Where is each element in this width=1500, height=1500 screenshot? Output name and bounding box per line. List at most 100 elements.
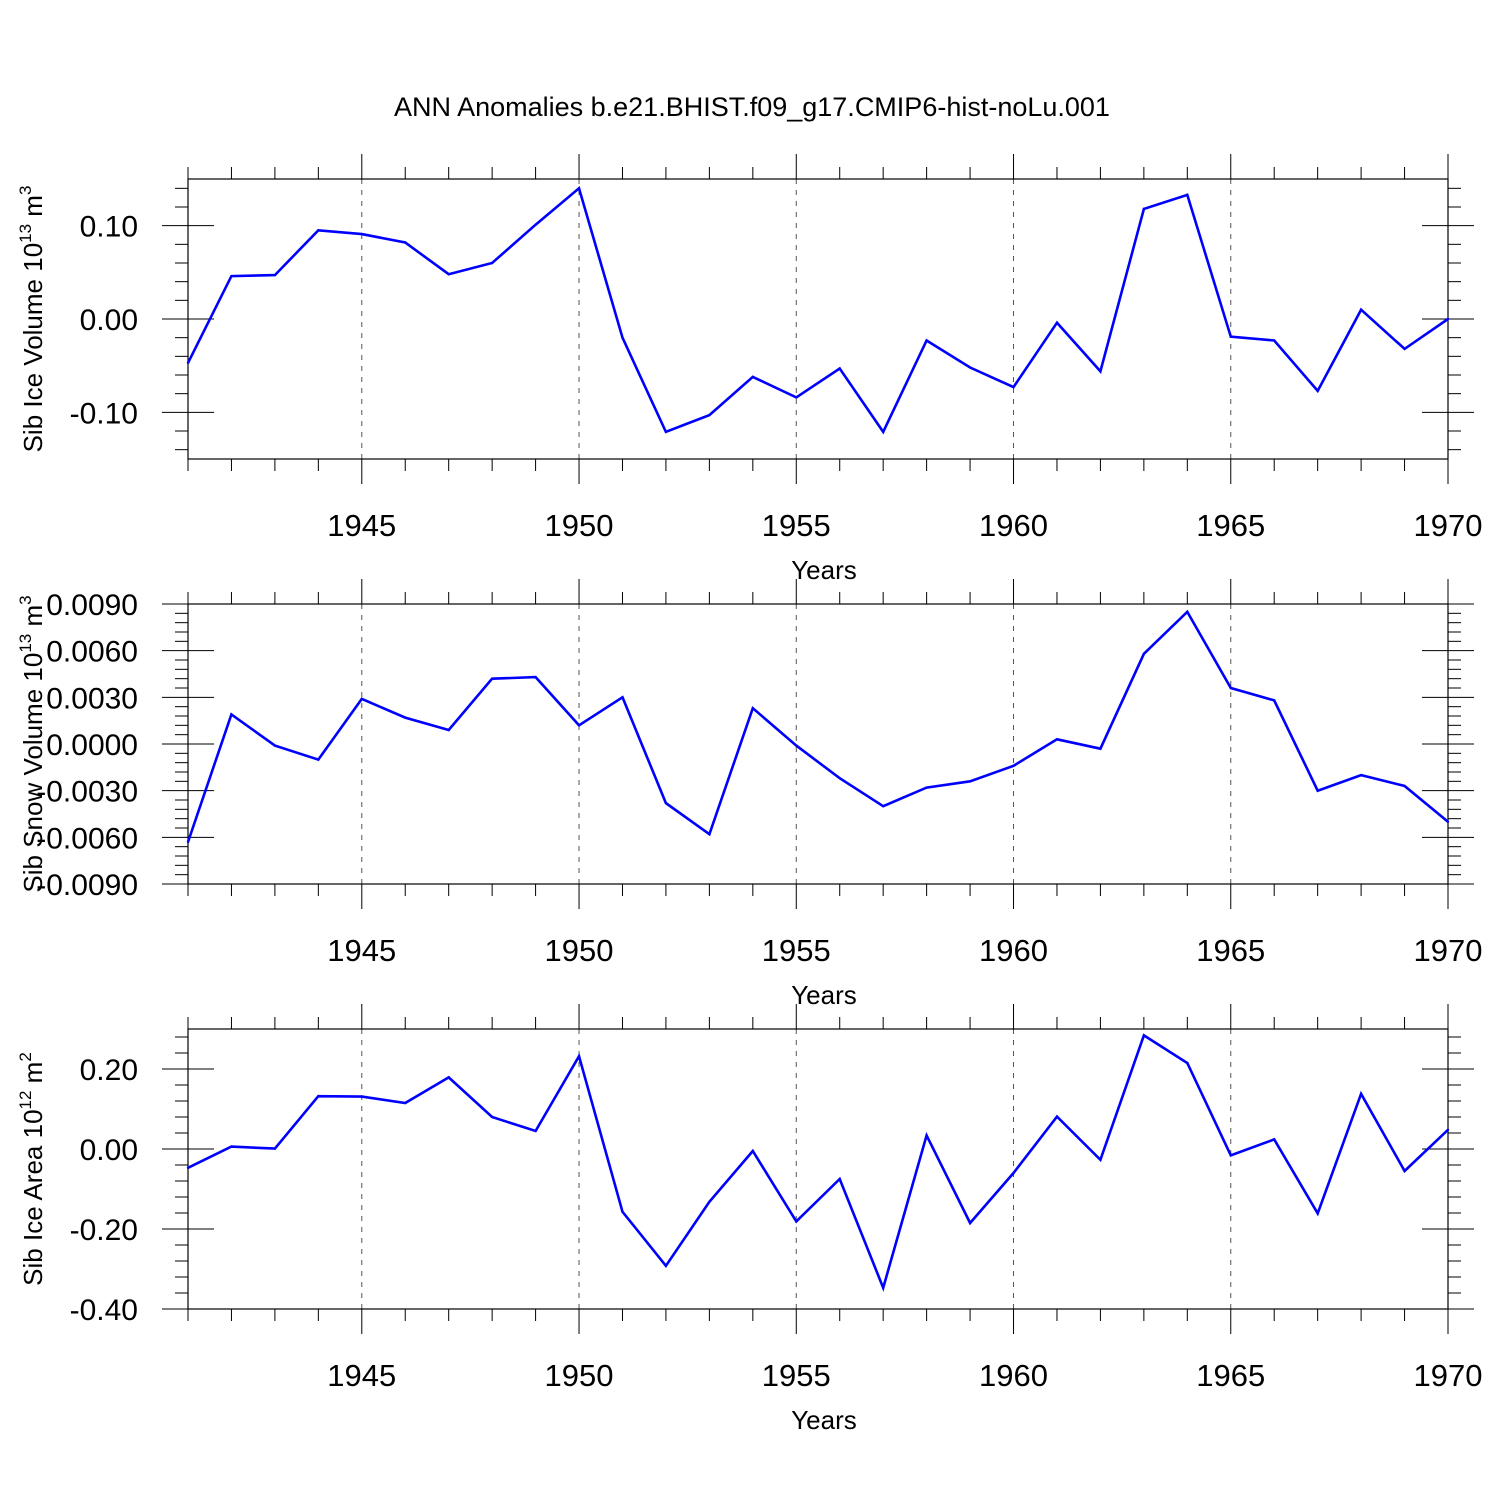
y-axis-title-text: Sib Snow Volume 10: [18, 653, 48, 893]
data-point: [708, 413, 711, 417]
plot-frame: [187, 178, 1449, 460]
data-point: [838, 367, 841, 370]
data-point: [881, 1286, 885, 1290]
x-tick-label: 1955: [762, 1358, 831, 1393]
data-point: [1012, 1171, 1015, 1175]
y-axis-title-unit: m: [18, 1062, 48, 1091]
data-point: [447, 273, 450, 276]
data-point: [1273, 339, 1276, 342]
data-point: [621, 1210, 624, 1214]
data-point: [317, 758, 320, 761]
data-point: [795, 744, 798, 747]
x-tick-label: 1970: [1414, 508, 1483, 543]
data-point: [1359, 308, 1363, 311]
data-point: [1099, 1158, 1102, 1162]
x-tick-label: 1945: [327, 933, 396, 968]
y-tick-label: 0.00: [80, 1134, 138, 1167]
series-line: [186, 609, 1449, 843]
data-point: [490, 261, 494, 265]
data-point: [360, 697, 363, 701]
y-axis-title-exponent: 12: [16, 1091, 35, 1110]
y-tick-label: 0.00: [80, 304, 138, 337]
y-tick-label: -0.0060: [36, 822, 138, 855]
data-point: [1403, 347, 1406, 351]
y-axis-title-text: Sib Ice Volume 10: [18, 243, 48, 453]
data-point: [1055, 321, 1059, 324]
data-point: [230, 274, 233, 278]
data-point: [317, 1095, 320, 1098]
data-point: [708, 833, 711, 836]
data-point: [1403, 784, 1406, 788]
y-tick-label: -0.0090: [36, 869, 138, 902]
data-point: [621, 696, 624, 699]
data-point: [1273, 699, 1276, 702]
x-tick-label: 1965: [1196, 933, 1265, 968]
x-tick-label: 1945: [327, 508, 396, 543]
data-point: [404, 716, 407, 719]
data-point: [925, 786, 928, 789]
data-point: [1229, 686, 1232, 690]
x-tick-label: 1950: [545, 1358, 614, 1393]
y-axis-title-unit: m: [18, 195, 48, 224]
data-point: [490, 1115, 494, 1119]
data-point: [1229, 335, 1232, 338]
y-axis-title-exponent: 13: [16, 634, 35, 653]
plot-frame: [187, 603, 1449, 885]
y-tick-label: -0.40: [70, 1294, 138, 1327]
y-tick-label: 0.10: [80, 211, 138, 244]
series-line: [186, 186, 1449, 435]
x-axis-title: Years: [791, 1405, 857, 1435]
data-point: [1446, 317, 1450, 321]
data-point: [1186, 1061, 1189, 1065]
data-point: [968, 1221, 972, 1225]
data-point: [795, 1220, 798, 1223]
y-axis-title-unit-exponent: 3: [16, 595, 35, 604]
x-tick-label: 1945: [327, 1358, 396, 1393]
data-point: [1142, 207, 1146, 211]
chart-panels: 0.10 0.00 -0.10 1945 1950 1955 1960 1965 1970 Yea…: [16, 154, 1482, 1435]
series-line: [187, 1033, 1449, 1292]
chart-panel-3: 0.20 0.00 -0.20 -0.40 1945 1950 1955 1960 1965 19…: [16, 1004, 1482, 1435]
data-point: [708, 1200, 711, 1204]
data-point: [577, 187, 581, 190]
data-point: [925, 339, 928, 342]
data-point: [881, 430, 885, 434]
data-point: [1316, 389, 1319, 393]
data-point: [838, 1177, 841, 1181]
data-point: [1446, 1128, 1450, 1132]
y-tick-label: 0.0060: [46, 636, 138, 669]
x-tick-label: 1970: [1414, 933, 1483, 968]
x-tick-label: 1955: [762, 508, 831, 543]
data-point: [795, 396, 798, 399]
x-tick-label: 1960: [979, 933, 1048, 968]
y-tick-label: -0.20: [70, 1214, 138, 1247]
data-point: [273, 273, 277, 277]
data-point: [1359, 1092, 1363, 1096]
chart-title: ANN Anomalies b.e21.BHIST.f09_g17.CMIP6-…: [394, 92, 1110, 122]
data-point: [1446, 820, 1450, 823]
data-point: [1142, 1034, 1146, 1037]
data-point: [925, 1134, 928, 1137]
data-point: [360, 1095, 363, 1098]
chart-panel-2: 0.0090 0.0060 0.0030 0.0000 -0.0030 -0.0060 -0…: [16, 579, 1482, 1010]
data-point: [273, 744, 277, 747]
y-tick-label: 0.0090: [46, 589, 138, 622]
data-point: [664, 430, 668, 434]
data-point: [1273, 1138, 1276, 1141]
data-point: [881, 805, 885, 808]
y-axis-title-unit-exponent: 2: [16, 1052, 35, 1061]
data-point: [534, 675, 537, 679]
data-point: [490, 677, 494, 680]
data-point: [1186, 610, 1189, 613]
data-point: [404, 241, 407, 244]
data-point: [1055, 738, 1059, 741]
y-tick-label: 0.0000: [46, 729, 138, 762]
data-point: [664, 801, 668, 805]
data-point: [447, 728, 450, 732]
data-point: [968, 780, 972, 783]
y-axis-title: Sib Ice Area 1012 m2: [16, 1052, 48, 1286]
data-point: [404, 1101, 407, 1105]
data-point: [1316, 1212, 1319, 1215]
